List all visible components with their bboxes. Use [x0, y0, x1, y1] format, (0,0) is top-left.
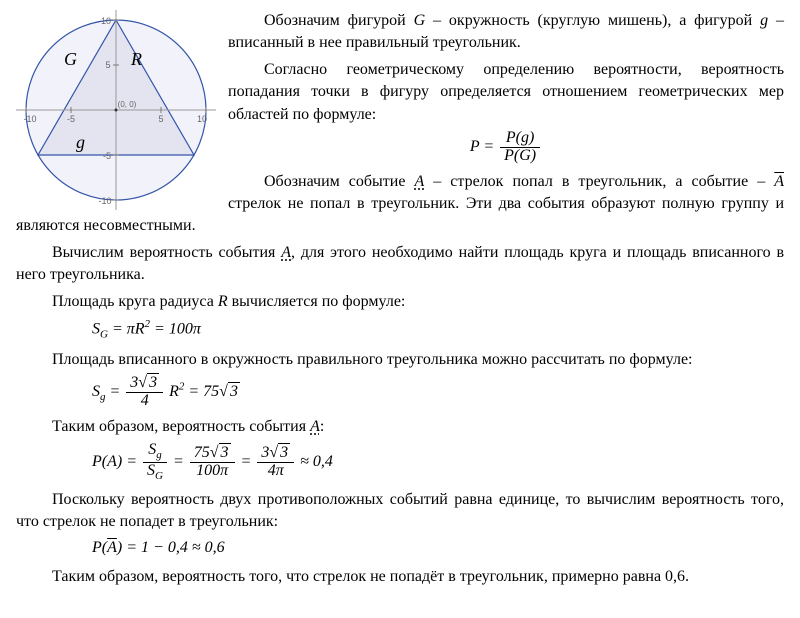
equation-5: P(A) = 1 − 0,4 ≈ 0,6: [92, 537, 784, 559]
paragraph-6: Площадь вписанного в окружность правильн…: [16, 349, 784, 371]
label-R: R: [130, 49, 142, 69]
origin-label: (0, 0): [118, 100, 137, 109]
svg-text:10: 10: [197, 114, 207, 124]
svg-text:5: 5: [105, 60, 110, 70]
equation-2: SG = πR2 = 100π: [92, 317, 784, 343]
label-g: g: [76, 132, 85, 152]
paragraph-9: Таким образом, вероятность того, что стр…: [16, 566, 784, 588]
equation-3: Sg = 33 4 R2 = 753: [92, 375, 784, 410]
geometry-figure: -5 5 -10 10 5 -5 10 -10 (0, 0) G R g: [16, 10, 216, 210]
svg-text:-5: -5: [67, 114, 75, 124]
figure-svg: -5 5 -10 10 5 -5 10 -10 (0, 0) G R g: [16, 10, 216, 210]
svg-text:5: 5: [158, 114, 163, 124]
svg-text:10: 10: [101, 16, 111, 26]
label-G: G: [64, 49, 77, 69]
paragraph-8: Поскольку вероятность двух противоположн…: [16, 489, 784, 534]
paragraph-4: Вычислим вероятность события A, для этог…: [16, 242, 784, 287]
paragraph-5: Площадь круга радиуса R вычисляется по ф…: [16, 291, 784, 313]
svg-text:-10: -10: [23, 114, 36, 124]
paragraph-7: Таким образом, вероятность события A:: [16, 416, 784, 438]
svg-text:-10: -10: [98, 196, 111, 206]
equation-4: P(A) = Sg SG = 753 100π = 33 4π ≈ 0,4: [92, 442, 784, 482]
svg-text:-5: -5: [103, 151, 111, 161]
